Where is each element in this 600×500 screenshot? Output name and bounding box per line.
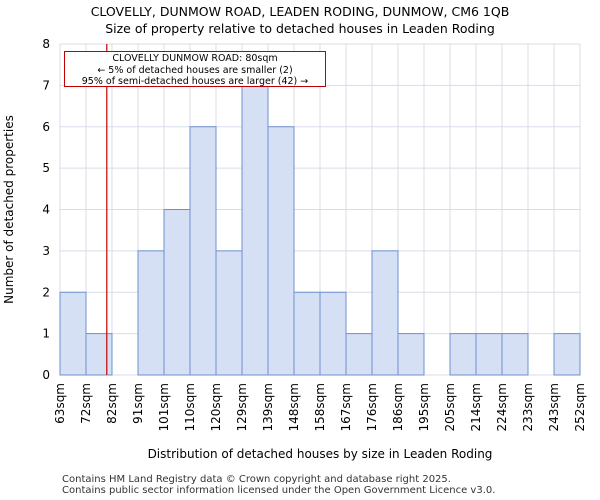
histogram-bar xyxy=(137,250,165,376)
histogram-bar xyxy=(371,250,399,376)
x-tick-label: 243sqm xyxy=(547,383,561,431)
chart-title-address: CLOVELLY, DUNMOW ROAD, LEADEN RODING, DU… xyxy=(90,4,510,19)
footer-line-1: Contains HM Land Registry data © Crown c… xyxy=(62,474,451,485)
histogram-bar xyxy=(189,126,217,376)
annotation-box: CLOVELLY DUNMOW ROAD: 80sqm ← 5% of deta… xyxy=(64,51,326,87)
footer-line-2: Contains public sector information licen… xyxy=(62,485,496,496)
x-tick-label: 176sqm xyxy=(365,383,379,431)
histogram-bar xyxy=(241,84,269,376)
y-tick-label: 7 xyxy=(42,78,50,92)
histogram-bar xyxy=(85,333,113,376)
y-tick-label: 5 xyxy=(42,161,50,175)
y-tick-label: 8 xyxy=(42,37,50,51)
x-tick-label: 214sqm xyxy=(469,383,483,431)
x-tick-label: 110sqm xyxy=(183,383,197,431)
x-tick-label: 233sqm xyxy=(521,383,535,431)
x-tick-label: 91sqm xyxy=(131,383,145,424)
histogram-bar xyxy=(293,291,321,376)
x-tick-label: 63sqm xyxy=(53,383,67,424)
x-tick-label: 167sqm xyxy=(339,383,353,431)
y-tick-label: 6 xyxy=(42,120,50,134)
x-tick-label: 148sqm xyxy=(287,383,301,431)
histogram-bar xyxy=(267,126,295,376)
x-tick-label: 139sqm xyxy=(261,383,275,431)
y-axis-label: Number of detached properties xyxy=(2,115,16,304)
y-tick-label: 1 xyxy=(42,327,50,341)
annotation-line-2: ← 5% of detached houses are smaller (2) xyxy=(97,64,293,76)
y-tick-label: 4 xyxy=(42,203,50,217)
histogram-bar xyxy=(319,291,347,376)
y-tick-label: 2 xyxy=(42,285,50,299)
annotation-line-3: 95% of semi-detached houses are larger (… xyxy=(81,76,309,87)
histogram-bar xyxy=(345,333,373,376)
chart-title: Size of property relative to detached ho… xyxy=(105,21,495,36)
histogram-bar xyxy=(215,250,243,376)
x-tick-label: 120sqm xyxy=(209,383,223,431)
x-tick-label: 252sqm xyxy=(573,383,587,431)
x-tick-label: 224sqm xyxy=(495,383,509,431)
x-tick-label: 158sqm xyxy=(313,383,327,431)
x-tick-label: 186sqm xyxy=(391,383,405,431)
histogram-bar xyxy=(163,209,191,376)
y-tick-label: 3 xyxy=(42,244,50,258)
histogram-bar xyxy=(449,333,477,376)
x-tick-label: 82sqm xyxy=(105,383,119,424)
histogram-bar xyxy=(59,291,87,376)
histogram-bar xyxy=(475,333,503,376)
histogram-bar xyxy=(397,333,425,376)
x-axis-label: Distribution of detached houses by size … xyxy=(148,447,493,461)
x-tick-label: 101sqm xyxy=(157,383,171,431)
y-tick-label: 0 xyxy=(42,368,50,382)
histogram-bar xyxy=(553,333,581,376)
x-tick-label: 72sqm xyxy=(79,383,93,424)
x-tick-label: 129sqm xyxy=(235,383,249,431)
x-tick-label: 195sqm xyxy=(417,383,431,431)
x-tick-label: 205sqm xyxy=(443,383,457,431)
annotation-line-1: CLOVELLY DUNMOW ROAD: 80sqm xyxy=(112,53,278,64)
histogram-bar xyxy=(501,333,529,376)
